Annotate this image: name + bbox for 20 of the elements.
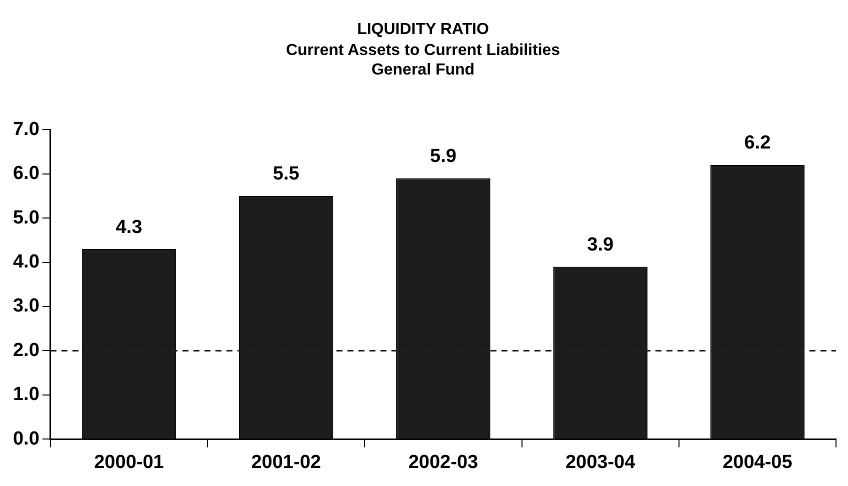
data-label: 5.9 — [430, 146, 456, 167]
y-tick-label: 2.0 — [12, 340, 40, 361]
x-tick-label: 2001-02 — [251, 452, 321, 473]
chart-title: LIQUIDITY RATIO — [357, 21, 489, 38]
y-tick-label: 6.0 — [12, 163, 40, 184]
data-label: 4.3 — [116, 216, 142, 238]
data-label: 3.9 — [587, 234, 614, 256]
y-tick-label: 1.0 — [12, 384, 40, 406]
y-tick-label: 3.0 — [12, 296, 40, 317]
x-tick-label: 2002-03 — [408, 452, 478, 473]
data-label: 6.2 — [744, 132, 771, 154]
y-tick-label: 7.0 — [12, 118, 40, 140]
x-tick-label: 2000-01 — [94, 452, 164, 473]
data-label: 5.5 — [272, 164, 300, 185]
x-tick-label: 2003-04 — [565, 452, 636, 473]
y-tick-label: 4.0 — [12, 252, 40, 273]
y-tick-label: 5.0 — [12, 207, 40, 228]
y-tick-label: 0.0 — [12, 428, 40, 450]
chart-subtitle: Current Assets to Current Liabilities General Fund — [286, 42, 560, 78]
x-tick-label: 2004-05 — [722, 452, 793, 473]
